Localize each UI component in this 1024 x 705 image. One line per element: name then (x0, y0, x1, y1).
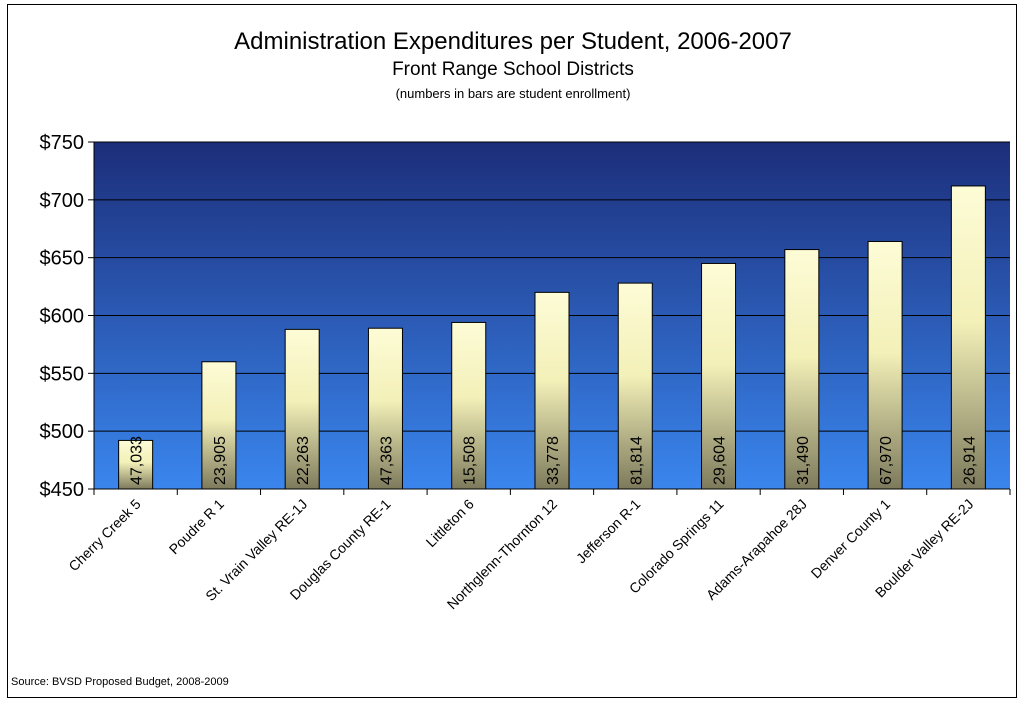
y-tick-label: $700 (40, 190, 85, 212)
bar-enrollment-label: 81,814 (628, 436, 645, 485)
chart: Administration Expenditures per Student,… (8, 5, 1018, 699)
bar-enrollment-label: 31,490 (795, 436, 812, 485)
bar-enrollment-label: 67,970 (878, 436, 895, 485)
bar-enrollment-label: 22,263 (295, 436, 312, 485)
y-tick-label: $600 (40, 306, 85, 328)
bar-enrollment-label: 47,033 (129, 436, 146, 485)
y-axis: $450 $500 $550 $600 $650 $700 $750 (40, 132, 95, 501)
x-tick-label: Jefferson R-1 (573, 496, 644, 567)
y-tick-label: $650 (40, 248, 85, 270)
bar-enrollment-label: 33,778 (545, 436, 562, 485)
x-tick-label: Poudre R 1 (166, 496, 228, 558)
bar-enrollment-label: 15,508 (462, 436, 479, 485)
x-axis: Cherry Creek 5 Poudre R 1St. Vrain Valley… (65, 489, 1010, 612)
x-tick-label: Littleton 6 (423, 496, 477, 550)
x-tick-label: Denver County 1 (808, 496, 894, 582)
y-tick-label: $450 (40, 479, 85, 501)
y-tick-label: $550 (40, 363, 85, 385)
bar-enrollment-label: 26,914 (961, 436, 978, 485)
chart-subtitle: Front Range School Districts (392, 59, 634, 80)
y-tick-label: $500 (40, 421, 85, 443)
x-tick-label: Cherry Creek 5 (65, 496, 144, 575)
chart-note: (numbers in bars are student enrollment) (396, 86, 631, 101)
source-note: Source: BVSD Proposed Budget, 2008-2009 (11, 676, 229, 688)
chart-frame: Administration Expenditures per Student,… (7, 4, 1017, 698)
bar-enrollment-label: 23,905 (212, 436, 229, 485)
chart-title: Administration Expenditures per Student,… (234, 28, 792, 55)
bar-enrollment-label: 47,363 (378, 436, 395, 485)
y-tick-label: $750 (40, 132, 85, 154)
bar-enrollment-label: 29,604 (712, 436, 729, 485)
